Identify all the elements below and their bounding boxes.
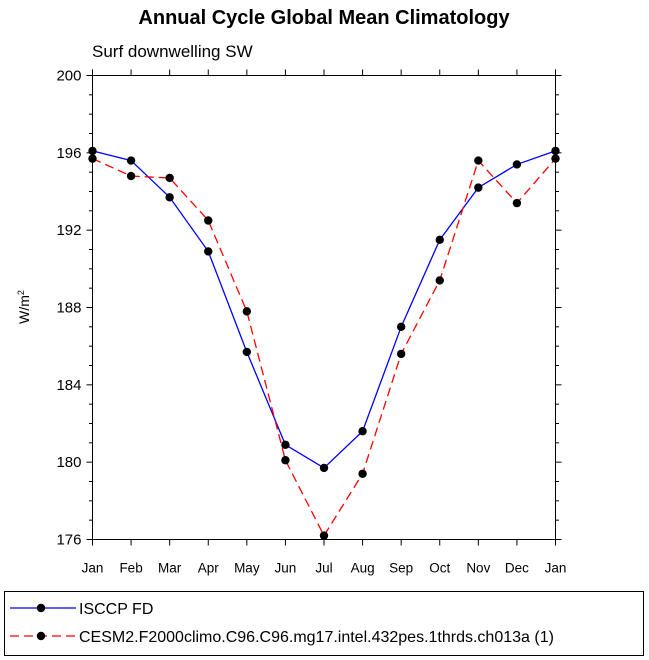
chart-subtitle: Surf downwelling SW bbox=[92, 42, 253, 61]
x-tick-label: Aug bbox=[351, 561, 375, 576]
data-point bbox=[242, 347, 252, 357]
data-point bbox=[281, 440, 290, 449]
chart-title: Annual Cycle Global Mean Climatology bbox=[138, 7, 510, 29]
x-tick-label: Feb bbox=[119, 561, 142, 576]
x-tick-label: May bbox=[234, 561, 260, 576]
x-tick-label: Jan bbox=[82, 561, 104, 576]
y-axis-label: W/m2 bbox=[16, 290, 32, 324]
data-point bbox=[204, 216, 213, 225]
x-tick-label: Oct bbox=[429, 561, 450, 576]
x-tick-label: Jun bbox=[275, 561, 297, 576]
data-point bbox=[281, 456, 290, 465]
x-tick-label: Nov bbox=[466, 561, 490, 576]
data-point bbox=[319, 463, 329, 473]
minor-ticks bbox=[89, 94, 559, 521]
y-axis-ticks: 176 180 184 188 192 196 200 bbox=[56, 68, 562, 549]
data-point bbox=[512, 160, 522, 169]
data-point bbox=[474, 156, 483, 165]
plot-area: 176 180 184 188 192 196 200 Jan Feb Mar Apr May Jun… bbox=[56, 68, 566, 576]
y-tick-label: 180 bbox=[56, 454, 81, 471]
x-tick-label: Jul bbox=[315, 561, 332, 576]
y-tick-label: 192 bbox=[56, 222, 81, 239]
x-axis-ticks: Jan Feb Mar Apr May Jun Jul Aug Sep Oct Nov Dec Jan bbox=[82, 69, 567, 576]
series-line bbox=[92, 158, 556, 537]
legend-label-2: CESM2.F2000climo.C96.C96.mg17.intel.432p… bbox=[79, 629, 554, 646]
data-point bbox=[396, 349, 406, 359]
series-line bbox=[92, 150, 556, 469]
legend-entry-1: ISCCP FD bbox=[10, 601, 153, 618]
data-point bbox=[435, 235, 444, 245]
data-point bbox=[319, 531, 329, 540]
y-tick-label: 200 bbox=[56, 68, 81, 85]
data-point bbox=[358, 427, 367, 436]
y-axis-label-text: W/m bbox=[16, 295, 32, 324]
data-point bbox=[88, 146, 97, 156]
y-tick-label: 188 bbox=[56, 300, 81, 317]
y-axis-label-superscript: 2 bbox=[16, 290, 26, 295]
data-point bbox=[88, 154, 97, 163]
x-tick-label: Jan bbox=[545, 561, 567, 576]
legend: ISCCP FD CESM2.F2000climo.C96.C96.mg17.i… bbox=[4, 591, 644, 656]
data-point bbox=[126, 171, 136, 181]
y-tick-label: 176 bbox=[56, 532, 81, 549]
x-tick-label: Sep bbox=[389, 561, 413, 576]
data-point bbox=[512, 198, 522, 208]
data-point bbox=[551, 154, 560, 163]
y-tick-label: 196 bbox=[56, 145, 81, 162]
legend-box bbox=[4, 591, 644, 656]
series-1 bbox=[88, 146, 560, 473]
data-point bbox=[126, 156, 136, 165]
data-point bbox=[204, 247, 213, 256]
x-tick-label: Apr bbox=[198, 561, 220, 576]
x-tick-label: Dec bbox=[505, 561, 529, 576]
legend-entry-2: CESM2.F2000climo.C96.C96.mg17.intel.432p… bbox=[10, 629, 554, 646]
series-layer bbox=[88, 146, 560, 540]
x-tick-label: Mar bbox=[158, 561, 182, 576]
data-point bbox=[242, 307, 252, 316]
legend-marker-2 bbox=[36, 631, 46, 641]
data-point bbox=[358, 469, 367, 478]
series-2 bbox=[88, 154, 560, 540]
data-point bbox=[396, 322, 406, 332]
data-point bbox=[435, 276, 444, 285]
data-point bbox=[474, 183, 483, 192]
data-point bbox=[165, 193, 174, 202]
data-point bbox=[551, 146, 560, 156]
y-tick-label: 184 bbox=[56, 377, 81, 394]
legend-label-1: ISCCP FD bbox=[79, 601, 153, 618]
legend-marker-1 bbox=[36, 603, 46, 613]
data-point bbox=[165, 173, 174, 183]
